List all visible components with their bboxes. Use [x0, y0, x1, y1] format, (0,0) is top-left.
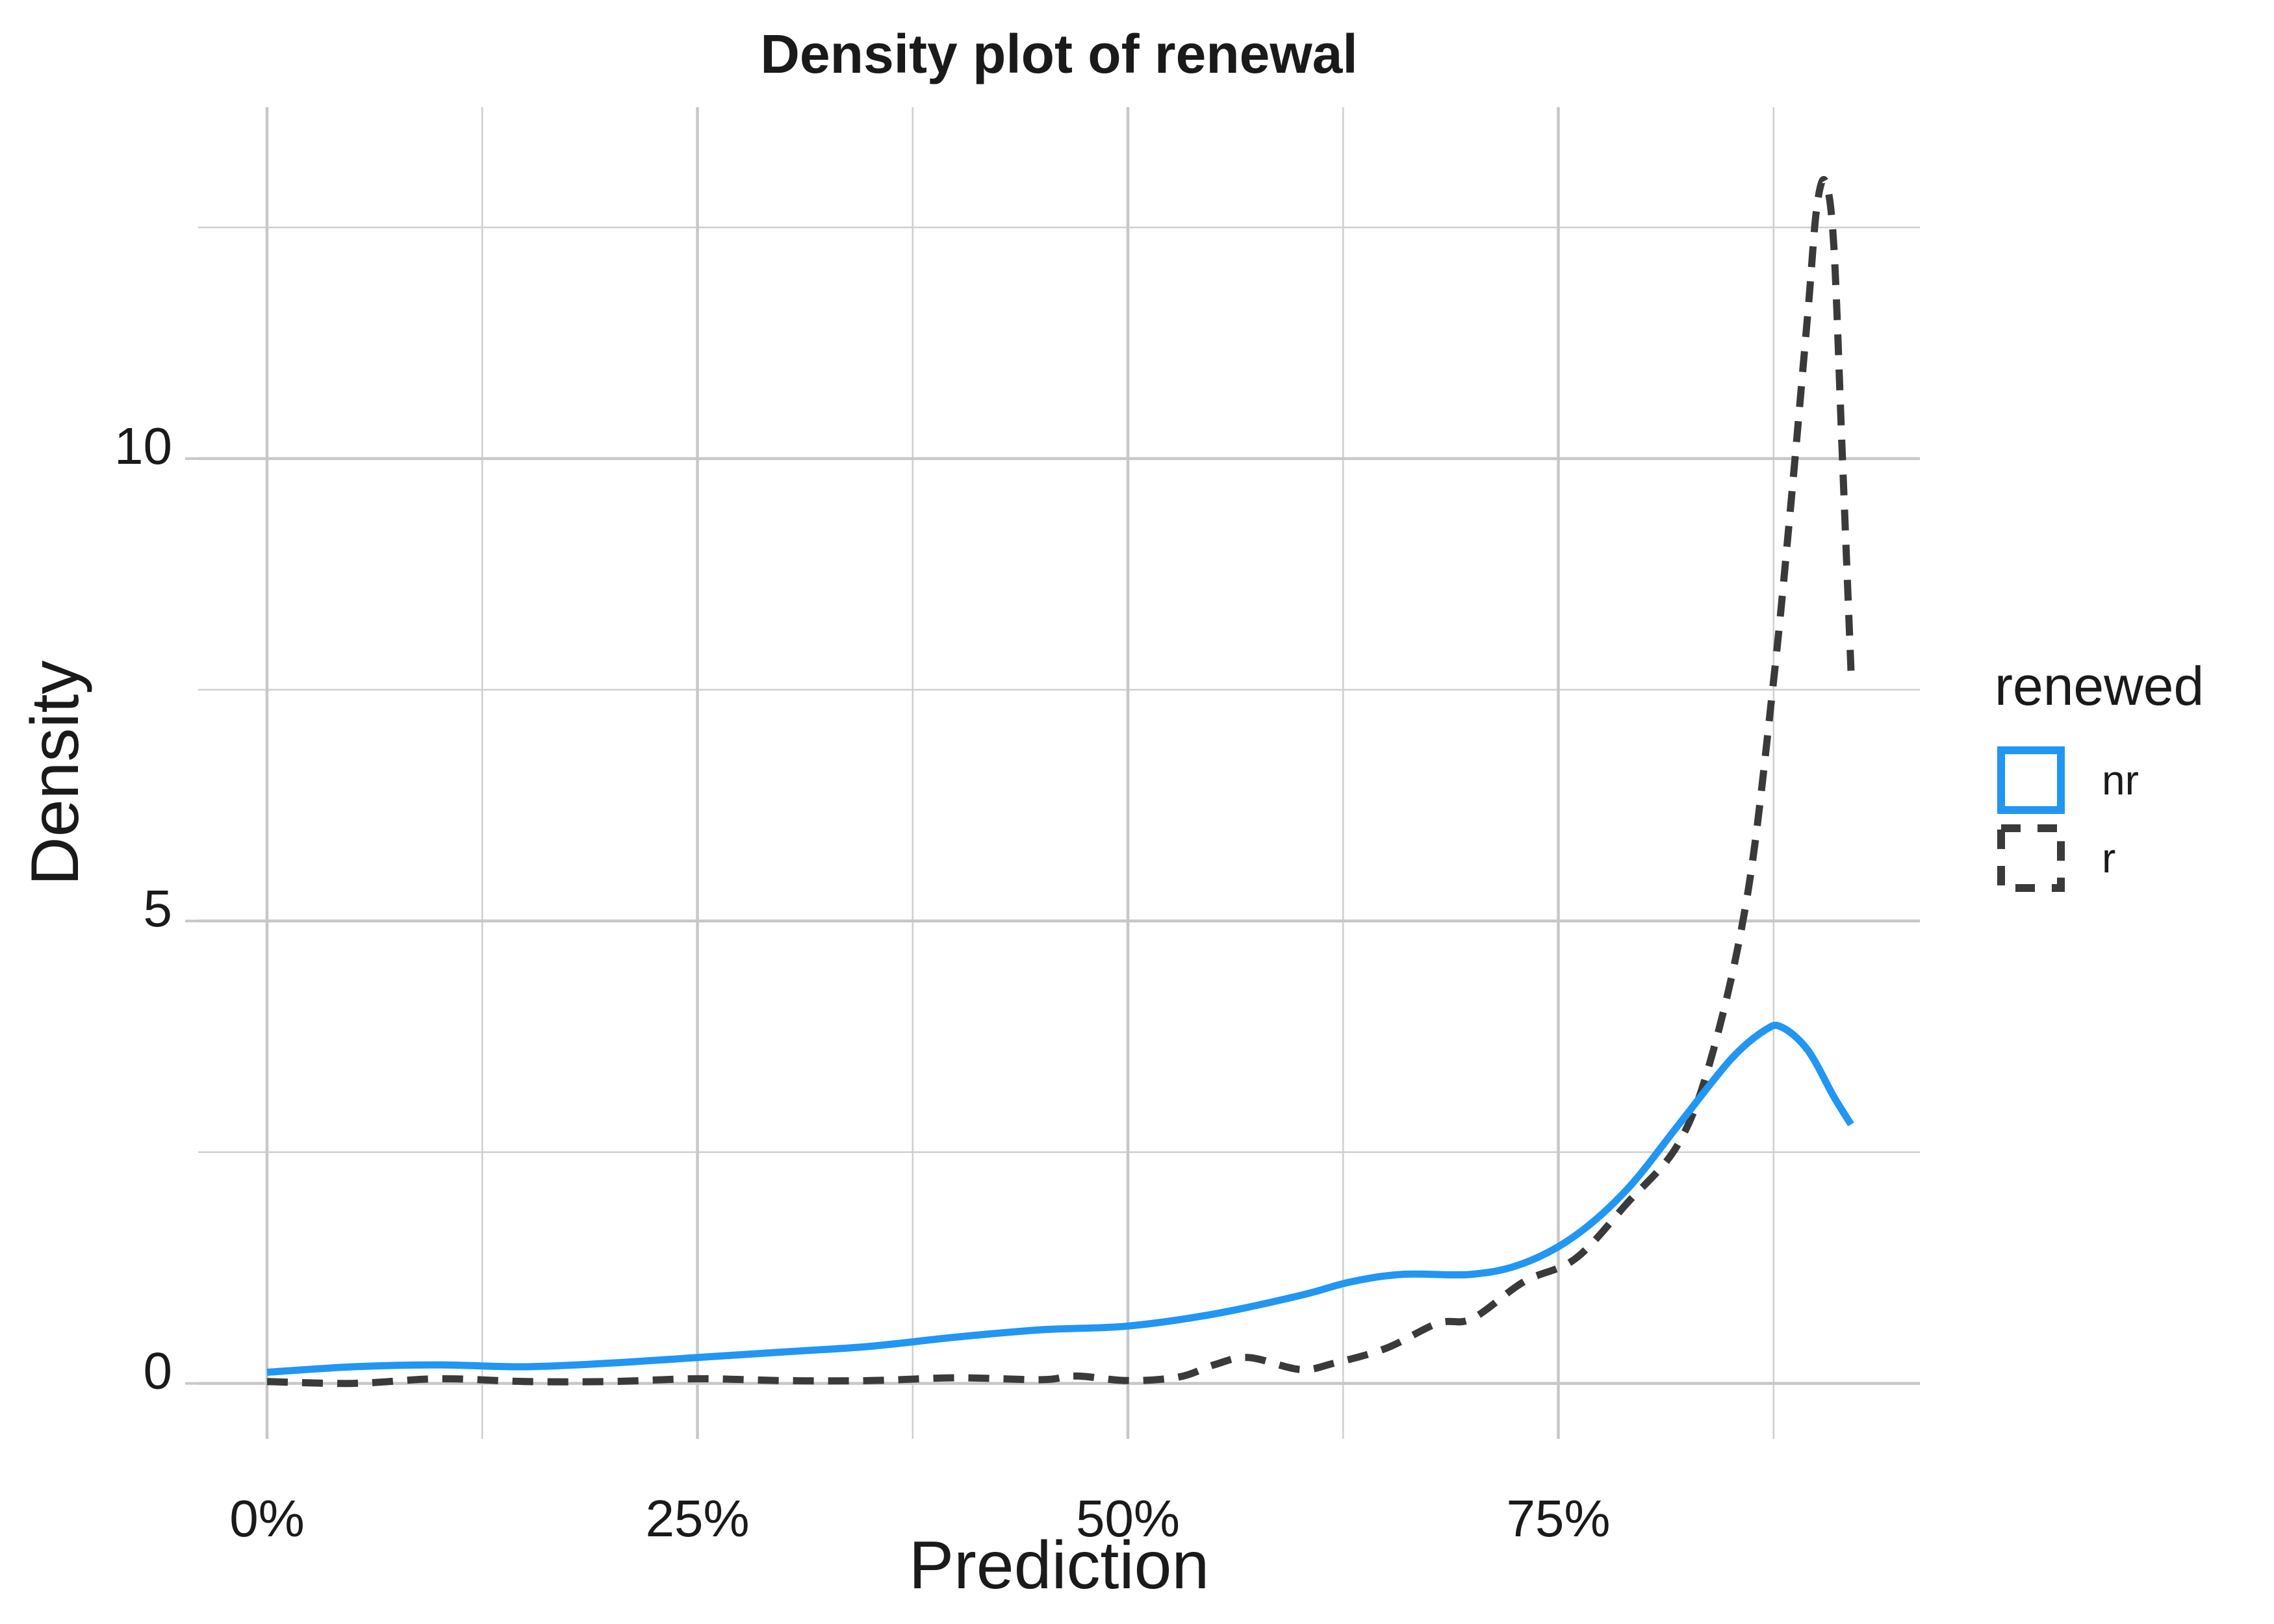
- grid: [198, 107, 1920, 1439]
- legend-label-r: r: [2102, 835, 2115, 882]
- x-tick-label: 50%: [1076, 1490, 1180, 1547]
- legend-key-nr: [1997, 746, 2065, 814]
- y-tick-label: 5: [144, 880, 173, 937]
- legend-title: renewed: [1995, 655, 2204, 717]
- x-axis: 0% 25% 50% 75%: [229, 1490, 1610, 1547]
- legend-label-nr: nr: [2102, 757, 2139, 804]
- x-axis-title: Prediction: [909, 1528, 1209, 1603]
- x-tick-label: 25%: [645, 1490, 749, 1547]
- legend: renewed nr r: [1995, 655, 2204, 892]
- y-tick-label: 10: [114, 417, 172, 475]
- series-line-r: [266, 176, 1855, 1388]
- x-tick-label: 75%: [1506, 1490, 1610, 1547]
- x-tick-label: 0%: [229, 1490, 305, 1547]
- y-axis-title: Density: [18, 661, 93, 886]
- y-tick-label: 0: [144, 1342, 173, 1400]
- series-layer: [266, 176, 1855, 1388]
- y-axis: 0 5 10: [114, 417, 198, 1400]
- series-line-nr: [266, 1021, 1854, 1376]
- legend-key-r: [1997, 824, 2065, 892]
- chart-title: Density plot of renewal: [760, 23, 1358, 84]
